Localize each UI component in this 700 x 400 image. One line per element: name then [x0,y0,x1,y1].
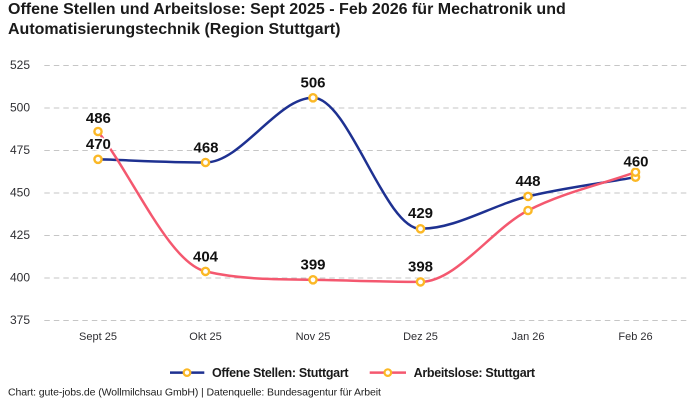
svg-text:460: 460 [623,154,648,171]
svg-text:Feb 26: Feb 26 [618,331,652,343]
svg-text:506: 506 [300,75,325,92]
svg-text:Arbeitslose: Stuttgart: Arbeitslose: Stuttgart [414,366,536,380]
svg-text:375: 375 [10,313,30,327]
svg-text:450: 450 [10,186,30,200]
svg-text:398: 398 [408,259,433,276]
svg-text:Nov 25: Nov 25 [296,331,331,343]
svg-text:429: 429 [408,205,433,222]
svg-text:425: 425 [10,228,30,242]
svg-text:Offene Stellen: Stuttgart: Offene Stellen: Stuttgart [212,366,349,380]
svg-text:Automatisierungstechnik (Regio: Automatisierungstechnik (Region Stuttgar… [8,21,340,38]
svg-text:Okt 25: Okt 25 [189,331,221,343]
svg-text:400: 400 [10,271,30,285]
svg-text:468: 468 [193,140,218,157]
svg-text:475: 475 [10,143,30,157]
svg-text:Sept 25: Sept 25 [79,331,117,343]
svg-text:Chart: gute-jobs.de (Wollmilch: Chart: gute-jobs.de (Wollmilchsau GmbH) … [8,387,381,399]
svg-text:500: 500 [10,101,30,115]
svg-text:470: 470 [86,136,111,153]
svg-text:Dez 25: Dez 25 [403,331,438,343]
svg-text:399: 399 [300,257,325,274]
svg-text:Jan 26: Jan 26 [511,331,544,343]
svg-text:Offene Stellen und Arbeitslose: Offene Stellen und Arbeitslose: Sept 202… [8,1,566,18]
svg-text:525: 525 [10,58,30,72]
svg-text:448: 448 [515,173,540,190]
svg-text:404: 404 [193,249,219,266]
svg-text:486: 486 [86,110,111,127]
